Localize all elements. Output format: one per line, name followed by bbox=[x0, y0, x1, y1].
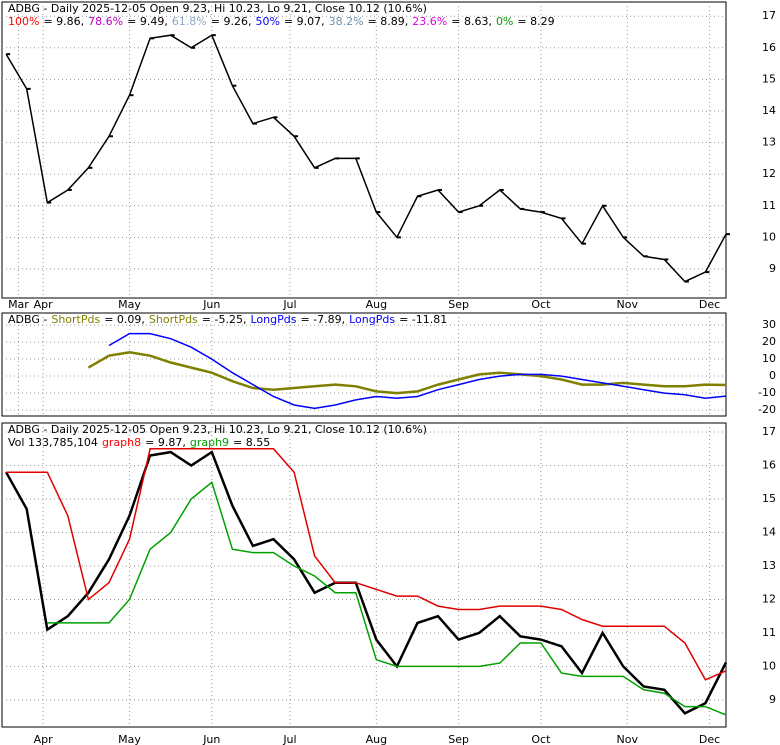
x-tick-label: Jul bbox=[282, 733, 296, 745]
series-line bbox=[6, 448, 727, 681]
panel-frame bbox=[1, 422, 727, 728]
x-tick-label: Aug bbox=[366, 298, 387, 311]
legend-part: = -5.25, bbox=[202, 313, 247, 326]
x-tick-label: May bbox=[118, 733, 141, 745]
y-tick-label: 14 bbox=[762, 104, 776, 117]
legend-part: 38.2% bbox=[329, 15, 364, 28]
y-tick-label: 10 bbox=[762, 352, 776, 365]
series-line bbox=[87, 351, 727, 395]
y-tick-label: 15 bbox=[762, 72, 776, 85]
y-tick-label: -10 bbox=[758, 386, 776, 399]
series-line bbox=[5, 450, 728, 715]
series-line bbox=[47, 481, 727, 716]
legend-part: graph9 bbox=[190, 436, 229, 449]
y-tick-label: 11 bbox=[762, 626, 776, 639]
y-tick-label: 9 bbox=[769, 693, 776, 706]
legend-part: LongPds bbox=[349, 313, 395, 326]
x-tick-label: Nov bbox=[617, 733, 639, 745]
legend-part: 78.6% bbox=[88, 15, 123, 28]
legend-part: = -7.89, bbox=[300, 313, 345, 326]
y-tick-label: 20 bbox=[762, 335, 776, 348]
y-tick-label: 0 bbox=[769, 369, 776, 382]
legend-part: LongPds bbox=[250, 313, 296, 326]
legend-part: 61.8% bbox=[172, 15, 207, 28]
y-tick-label: 17 bbox=[762, 9, 776, 22]
series-line bbox=[5, 34, 727, 283]
x-tick-label: Mar bbox=[8, 298, 29, 311]
panel-title: ADBG - Daily 2025-12-05 Open 9.23, Hi 10… bbox=[8, 423, 427, 436]
y-tick-label: 17 bbox=[762, 425, 776, 438]
y-tick-label: 16 bbox=[762, 41, 776, 54]
x-tick-label: Dec bbox=[699, 298, 720, 311]
legend-part: 0% bbox=[496, 15, 513, 28]
y-tick-label: 14 bbox=[762, 525, 776, 538]
legend-part: = -11.81 bbox=[399, 313, 447, 326]
legend-part: ShortPds bbox=[149, 313, 198, 326]
y-tick-label: 30 bbox=[762, 318, 776, 331]
panel-frame bbox=[1, 1, 727, 299]
legend-part: ADBG - bbox=[8, 313, 47, 326]
y-tick-label: 9 bbox=[769, 262, 776, 275]
legend-part: = 9.07, bbox=[284, 15, 325, 28]
x-tick-label: Jun bbox=[202, 733, 220, 745]
panel-title: ADBG - Daily 2025-12-05 Open 9.23, Hi 10… bbox=[8, 2, 427, 15]
legend-part: 23.6% bbox=[412, 15, 447, 28]
x-tick-label: Sep bbox=[448, 298, 469, 311]
panel-legend: ADBG - ShortPds = 0.09, ShortPds = -5.25, Lon… bbox=[8, 313, 447, 326]
legend-part: 50% bbox=[255, 15, 279, 28]
y-tick-label: 10 bbox=[762, 659, 776, 672]
legend-part: Vol 133,785,104 bbox=[8, 436, 98, 449]
y-tick-label: 16 bbox=[762, 459, 776, 472]
legend-part: = 8.29 bbox=[517, 15, 554, 28]
y-tick-label: 11 bbox=[762, 199, 776, 212]
panel-legend: Vol 133,785,104 graph8 = 9.87, graph9 = 8.55 bbox=[8, 436, 270, 449]
x-tick-label: Sep bbox=[448, 733, 469, 745]
y-tick-label: 13 bbox=[762, 136, 776, 149]
legend-part: = 9.87, bbox=[145, 436, 186, 449]
x-tick-label: Oct bbox=[531, 298, 551, 311]
y-tick-label: 10 bbox=[762, 230, 776, 243]
series-line bbox=[108, 332, 727, 410]
legend-part: = 8.55 bbox=[233, 436, 270, 449]
y-tick-label: 13 bbox=[762, 559, 776, 572]
x-tick-label: Apr bbox=[34, 298, 54, 311]
x-tick-label: Dec bbox=[699, 733, 720, 745]
x-tick-label: Aug bbox=[366, 733, 387, 745]
y-tick-label: -20 bbox=[758, 403, 776, 416]
legend-part: = 8.63, bbox=[451, 15, 492, 28]
x-tick-label: Oct bbox=[531, 733, 551, 745]
legend-part: = 9.26, bbox=[211, 15, 252, 28]
legend-part: = 9.49, bbox=[127, 15, 168, 28]
legend-part: = 0.09, bbox=[104, 313, 145, 326]
y-tick-label: 12 bbox=[762, 592, 776, 605]
legend-part: ShortPds bbox=[51, 313, 100, 326]
panel-legend: 100% = 9.86, 78.6% = 9.49, 61.8% = 9.26, 50% = … bbox=[8, 15, 555, 28]
x-tick-label: Jun bbox=[202, 298, 220, 311]
panel-frame bbox=[1, 312, 727, 417]
legend-part: graph8 bbox=[102, 436, 141, 449]
x-tick-label: Apr bbox=[34, 733, 54, 745]
legend-part: = 9.86, bbox=[43, 15, 84, 28]
y-tick-label: 12 bbox=[762, 167, 776, 180]
y-tick-label: 15 bbox=[762, 492, 776, 505]
legend-part: = 8.89, bbox=[368, 15, 409, 28]
legend-part: 100% bbox=[8, 15, 39, 28]
x-tick-label: Jul bbox=[282, 298, 296, 311]
x-tick-label: May bbox=[118, 298, 141, 311]
x-tick-label: Nov bbox=[617, 298, 639, 311]
